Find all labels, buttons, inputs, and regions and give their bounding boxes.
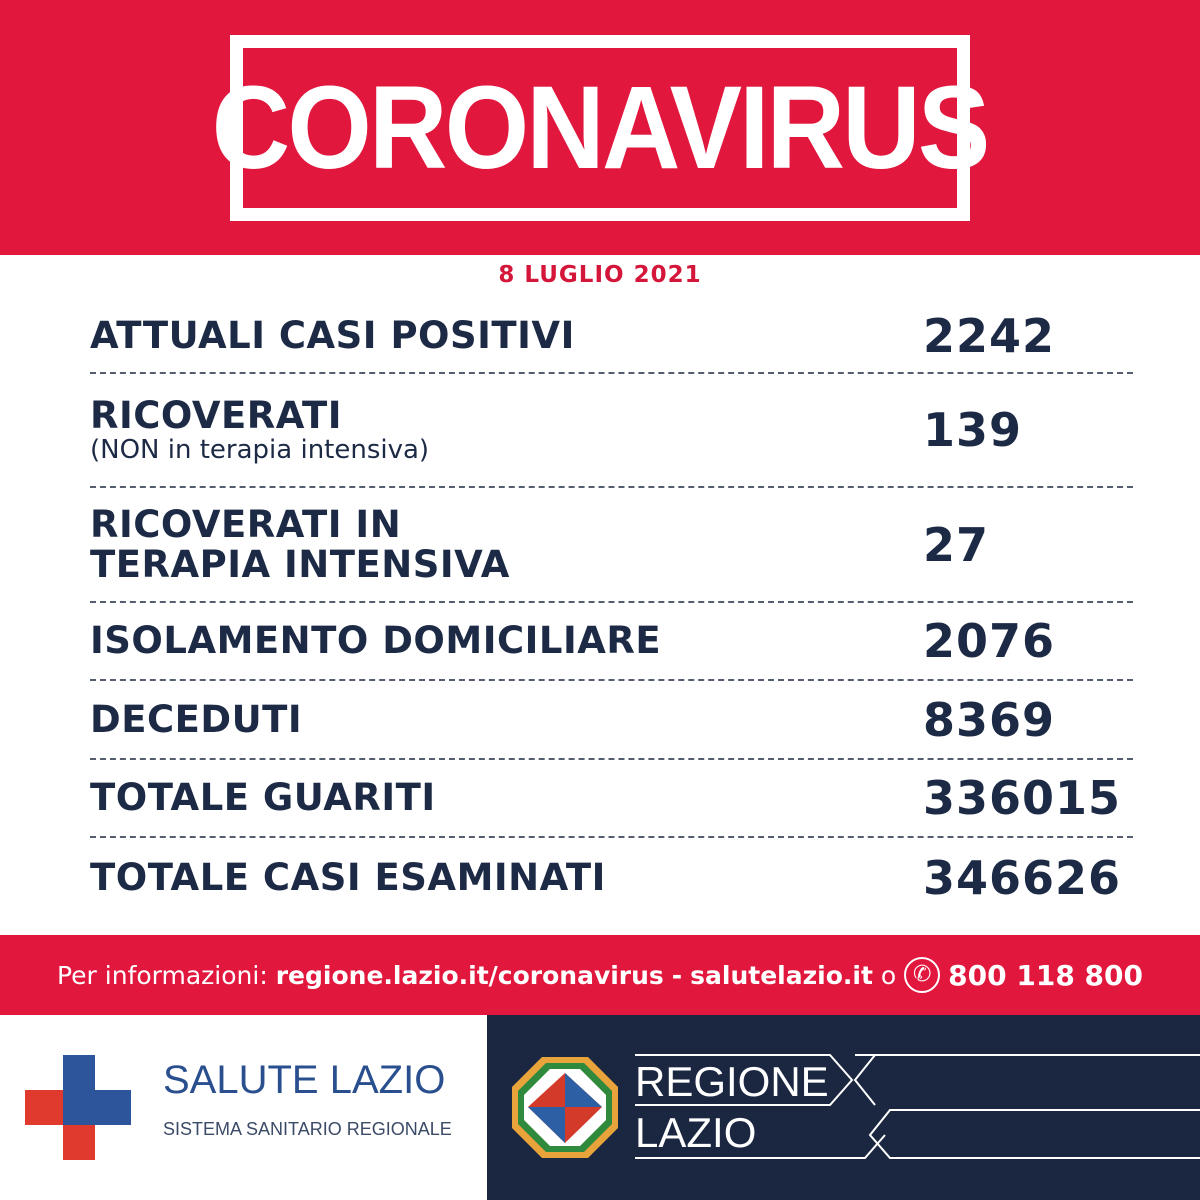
- salute-lazio-cross-icon: [25, 1055, 131, 1160]
- stat-label: RICOVERATI IN TERAPIA INTENSIVA: [90, 502, 1133, 586]
- stat-label: TOTALE GUARITI: [90, 776, 436, 819]
- stat-row: RICOVERATI (NON in terapia intensiva) 139: [90, 374, 1133, 488]
- date: 8 LUGLIO 2021: [498, 262, 702, 288]
- stat-value: 139: [923, 403, 1023, 457]
- salute-lazio-title: SALUTE LAZIO: [163, 1058, 446, 1102]
- title-box: CORONAVIRUS: [212, 35, 991, 221]
- stat-value: 2242: [923, 309, 1056, 363]
- stat-value: 336015: [923, 771, 1122, 825]
- stat-value: 8369: [923, 692, 1056, 747]
- regione-lazio-line1: REGIONE: [635, 1058, 829, 1105]
- info-bar: Per informazioni: regione.lazio.it/coron…: [0, 935, 1200, 1015]
- header-band: CORONAVIRUS: [0, 0, 1200, 255]
- salute-lazio-subtitle: SISTEMA SANITARIO REGIONALE: [163, 1119, 452, 1139]
- regione-lazio-lines: [635, 1054, 1200, 1159]
- info-or: o: [880, 960, 897, 990]
- stat-label: TOTALE CASI ESAMINATI: [90, 856, 606, 899]
- stat-label: RICOVERATI (NON in terapia intensiva): [90, 394, 1133, 465]
- stat-label: ISOLAMENTO DOMICILIARE: [90, 619, 662, 662]
- regione-lazio-line2: LAZIO: [635, 1109, 757, 1156]
- info-prefix: Per informazioni:: [56, 960, 268, 990]
- phone-number[interactable]: 800 118 800: [948, 958, 1143, 992]
- page-title: CORONAVIRUS: [212, 62, 991, 194]
- stat-label-line1: RICOVERATI IN: [90, 502, 402, 546]
- stat-value: 27: [923, 517, 990, 572]
- phone-icon: ✆: [904, 957, 941, 993]
- stat-row: RICOVERATI IN TERAPIA INTENSIVA 27: [90, 488, 1133, 603]
- stat-value: 346626: [923, 851, 1122, 905]
- link-regione[interactable]: regione.lazio.it/coronavirus: [275, 960, 664, 990]
- stat-label: ATTUALI CASI POSITIVI: [90, 314, 575, 357]
- regione-lazio-emblem-icon: [512, 1057, 618, 1158]
- stat-row: DECEDUTI 8369: [90, 681, 1133, 760]
- stat-value: 2076: [923, 614, 1056, 668]
- stat-label: DECEDUTI: [90, 697, 303, 741]
- stat-label-main: RICOVERATI: [90, 394, 343, 437]
- stat-row: ISOLAMENTO DOMICILIARE 2076: [90, 603, 1133, 681]
- stat-label-line2: TERAPIA INTENSIVA: [90, 542, 510, 586]
- stat-row: TOTALE GUARITI 336015: [90, 760, 1133, 838]
- stat-row: TOTALE CASI ESAMINATI 346626: [90, 838, 1133, 918]
- link-salutelazio[interactable]: salutelazio.it: [690, 960, 873, 990]
- stat-row: ATTUALI CASI POSITIVI 2242: [90, 300, 1133, 374]
- info-separator: -: [671, 960, 683, 990]
- stat-sublabel: (NON in terapia intensiva): [90, 435, 430, 465]
